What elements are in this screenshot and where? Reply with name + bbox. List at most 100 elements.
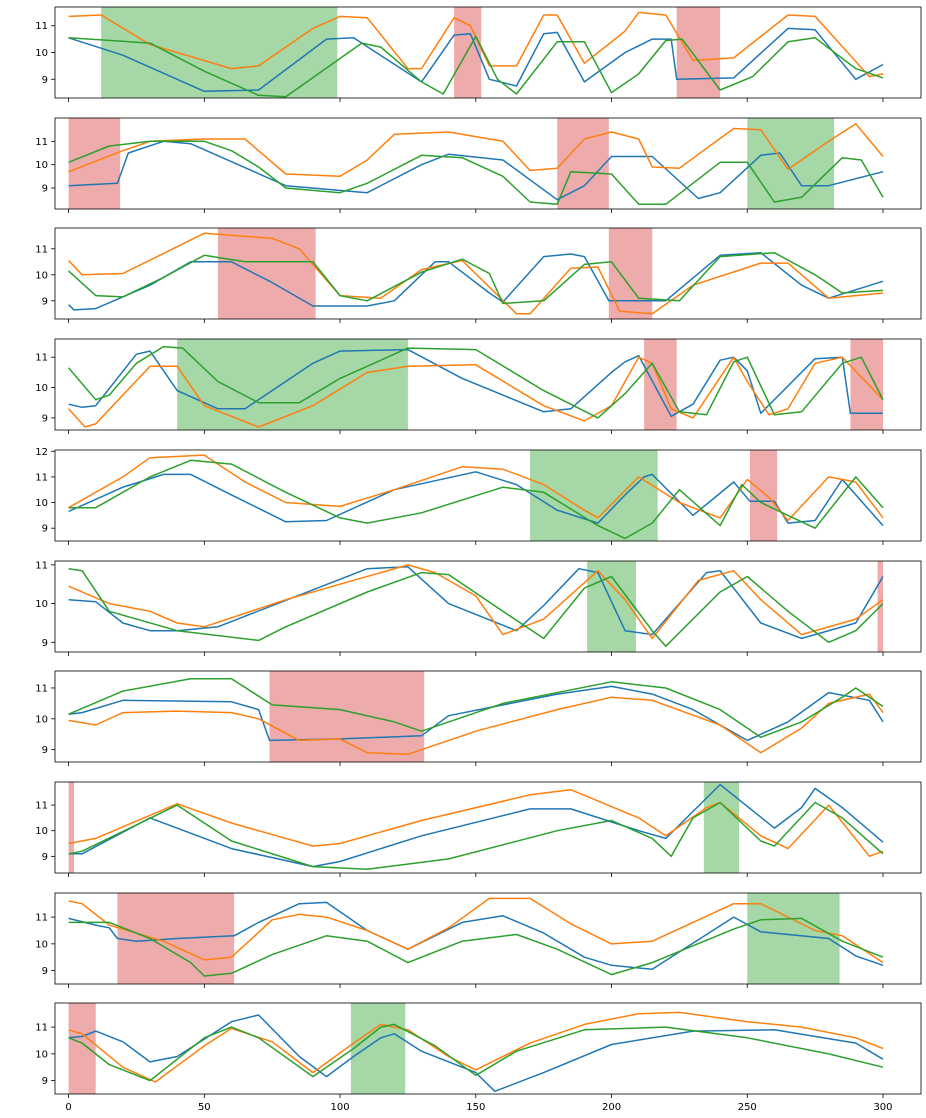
y-tick-label: 9: [42, 413, 48, 424]
series-line-green: [68, 140, 884, 206]
highlight-span-red-2: [454, 7, 482, 98]
highlight-span-green-2: [703, 782, 740, 873]
series-line-green: [68, 801, 884, 870]
series-line-orange: [68, 356, 884, 428]
panel-frame: [54, 338, 922, 431]
x-tick-label: 250: [738, 1102, 757, 1113]
y-tick-label: 9: [42, 296, 48, 307]
panel-1: 9 10 11: [35, 6, 922, 102]
panel-10: 9 10 11 0 50 100 150 200 250 300: [35, 1002, 922, 1113]
panel-frame: [54, 449, 922, 542]
highlight-span-green-1: [177, 339, 408, 430]
x-tick-label: 200: [602, 1102, 621, 1113]
panel-frame: [54, 560, 922, 653]
highlight-span-red-3: [676, 7, 721, 98]
series-line-green: [68, 459, 884, 540]
series-line-orange: [68, 897, 884, 964]
panel-frame: [54, 117, 922, 210]
y-tick-label: 10: [35, 160, 48, 171]
panel-frame: [54, 781, 922, 874]
y-tick-label: 10: [35, 1049, 48, 1060]
y-tick-label: 10: [35, 714, 48, 725]
x-tick-label: 100: [331, 1102, 350, 1113]
highlight-span-green-2: [350, 1003, 406, 1094]
y-tick-label: 9: [42, 638, 48, 649]
y-tick-label: 11: [35, 560, 48, 571]
panel-6: 9 10 11: [35, 560, 922, 656]
highlight-span-red-1: [269, 671, 425, 762]
y-tick-label: 10: [35, 383, 48, 394]
panel-2: 9 10 11: [35, 117, 922, 213]
y-tick-label: 9: [42, 75, 48, 86]
highlight-span-green-1: [530, 450, 658, 541]
y-tick-label: 11: [35, 472, 48, 483]
series-line-orange: [68, 564, 884, 640]
series-line-green: [68, 917, 884, 977]
series-line-orange: [68, 123, 884, 178]
series-line-blue: [68, 566, 884, 640]
series-line-blue: [68, 27, 884, 93]
highlight-span-red-1: [68, 118, 121, 209]
highlight-span-red-2: [749, 450, 778, 541]
y-tick-label: 11: [35, 21, 48, 32]
panel-frame: [54, 227, 922, 320]
y-tick-label: 9: [42, 852, 48, 863]
series-line-orange: [68, 788, 884, 858]
y-tick-label: 10: [35, 599, 48, 610]
y-tick-label: 9: [42, 184, 48, 195]
series-line-orange: [68, 11, 884, 78]
series-line-orange: [68, 454, 884, 522]
panel-4: 9 10 11: [35, 338, 922, 434]
series-line-green: [68, 1023, 884, 1082]
highlight-span-red-1: [217, 228, 316, 319]
series-line-green: [68, 677, 884, 739]
x-tick-label: 150: [466, 1102, 485, 1113]
series-line-orange: [68, 232, 884, 315]
highlight-span-red-2: [557, 118, 609, 209]
series-line-orange: [68, 1011, 884, 1083]
x-tick-label: 50: [198, 1102, 211, 1113]
series-line-green: [68, 35, 884, 98]
y-tick-label: 10: [35, 939, 48, 950]
panel-8: 9 10 11: [35, 781, 922, 877]
series-line-green: [68, 251, 884, 305]
highlight-span-red-3: [850, 339, 883, 430]
highlight-span-red-2: [608, 228, 653, 319]
y-tick-label: 12: [35, 447, 48, 458]
panel-9: 9 10 11: [35, 892, 922, 988]
panel-frame: [54, 1002, 922, 1095]
series-line-blue: [68, 251, 884, 311]
x-tick-label: 0: [65, 1102, 71, 1113]
panel-frame: [54, 892, 922, 985]
y-tick-label: 11: [35, 353, 48, 364]
y-tick-label: 11: [35, 683, 48, 694]
highlight-span-red-1: [68, 1003, 96, 1094]
y-tick-label: 9: [42, 966, 48, 977]
panel-3: 9 10 11: [35, 227, 922, 323]
panel-5: 9 10 11 12: [35, 447, 922, 545]
panel-7: 9 10 11: [35, 670, 922, 766]
series-line-blue: [68, 348, 883, 418]
y-tick-label: 10: [35, 498, 48, 509]
y-tick-label: 10: [35, 48, 48, 59]
series-line-green: [68, 567, 884, 647]
series-line-blue: [68, 140, 884, 201]
series-line-blue: [68, 1014, 884, 1093]
y-tick-label: 10: [35, 826, 48, 837]
y-tick-label: 9: [42, 524, 48, 535]
y-tick-label: 11: [35, 913, 48, 924]
highlight-span-red-1: [68, 782, 75, 873]
y-tick-label: 11: [35, 244, 48, 255]
highlight-span-green-3: [747, 118, 835, 209]
y-tick-label: 11: [35, 1023, 48, 1034]
y-tick-label: 9: [42, 1076, 48, 1087]
panel-frame: [54, 670, 922, 763]
y-tick-label: 11: [35, 137, 48, 148]
series-line-green: [68, 345, 884, 419]
series-line-blue: [68, 783, 884, 868]
highlight-span-green-1: [101, 7, 338, 98]
y-tick-label: 9: [42, 745, 48, 756]
x-tick-label: 300: [873, 1102, 892, 1113]
y-tick-label: 10: [35, 270, 48, 281]
